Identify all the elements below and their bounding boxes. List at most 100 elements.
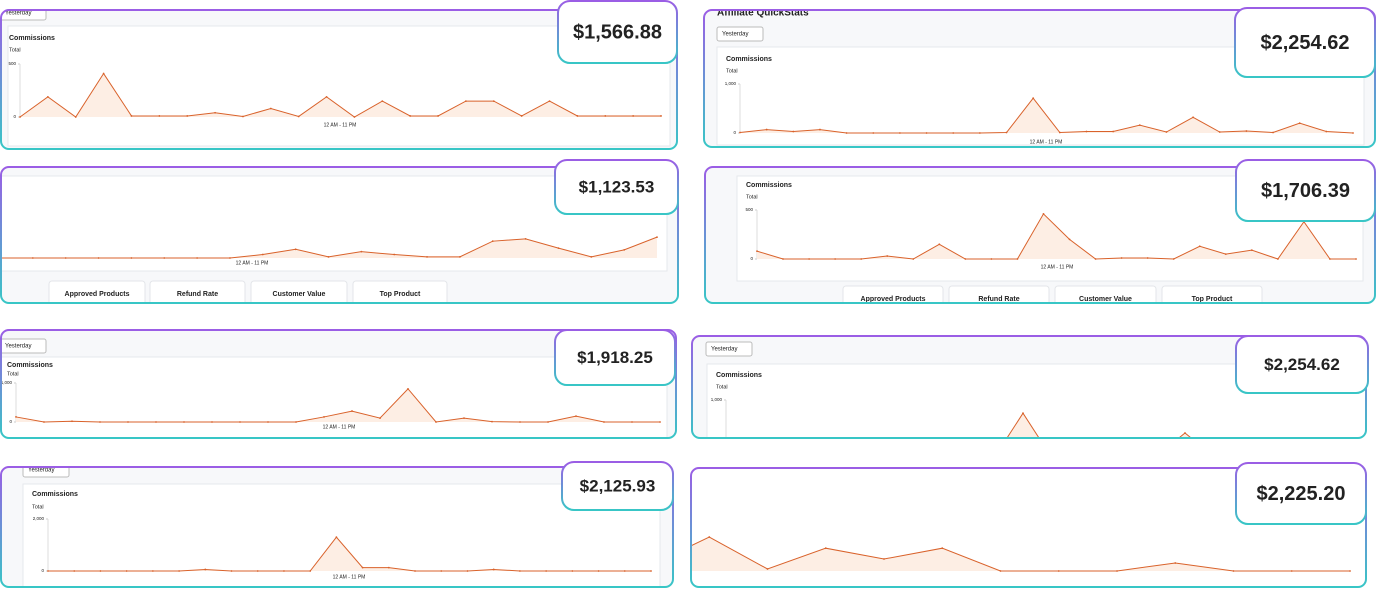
- point: [590, 255, 593, 258]
- point: [1373, 454, 1375, 456]
- panel-frame: [703, 9, 1376, 148]
- point: [463, 417, 465, 419]
- point: [1250, 249, 1253, 252]
- point: [1016, 258, 1019, 260]
- dropdown[interactable]: [22, 463, 70, 478]
- tab[interactable]: [948, 285, 1050, 310]
- point: [656, 236, 658, 239]
- point: [130, 115, 133, 117]
- tab[interactable]: [250, 280, 348, 305]
- tab[interactable]: [149, 280, 246, 305]
- point: [557, 247, 560, 250]
- point: [1112, 130, 1115, 133]
- point: [46, 95, 49, 98]
- point: [575, 415, 577, 418]
- point: [1198, 245, 1201, 248]
- dropdown[interactable]: [0, 338, 47, 354]
- amount: $1,123.53: [579, 177, 655, 196]
- panel-frame: [0, 9, 678, 150]
- point: [437, 115, 439, 117]
- dropdown-label: Yesterday: [722, 32, 748, 38]
- point: [1076, 454, 1078, 456]
- point: [360, 250, 363, 253]
- tab[interactable]: [48, 280, 146, 305]
- point: [806, 454, 808, 456]
- metric-title: Commissions: [726, 56, 772, 63]
- point: [186, 115, 189, 117]
- point: [1022, 412, 1024, 415]
- point: [127, 421, 129, 423]
- point: [351, 410, 353, 412]
- point: [465, 100, 467, 102]
- point: [1319, 454, 1321, 456]
- y-tick-label: 0: [9, 419, 12, 424]
- metric-select: Total: [7, 371, 19, 377]
- point: [952, 132, 955, 134]
- metric-select: Total: [746, 194, 758, 200]
- y-tick-label: 0: [41, 568, 44, 573]
- metric-select: Total: [726, 68, 738, 74]
- point: [295, 421, 297, 423]
- point: [845, 132, 848, 134]
- point: [239, 421, 241, 423]
- point: [102, 72, 105, 75]
- point: [660, 115, 662, 117]
- point: [995, 454, 997, 456]
- y-tick-label: 0: [733, 130, 736, 135]
- dropdown-label: Yesterday: [711, 347, 737, 353]
- x-axis-label: 12 AM - 11 PM: [236, 260, 269, 266]
- point: [1103, 454, 1105, 456]
- tab[interactable]: [352, 280, 448, 305]
- tab[interactable]: [1161, 285, 1263, 310]
- tab-label: Top Product: [380, 291, 421, 298]
- tab[interactable]: [842, 285, 944, 310]
- point: [466, 570, 469, 572]
- point: [151, 570, 154, 572]
- point: [765, 128, 768, 131]
- tab[interactable]: [1054, 285, 1157, 310]
- metric-title: Commissions: [32, 491, 78, 498]
- point: [519, 421, 521, 423]
- point: [196, 257, 199, 259]
- area: [757, 213, 1356, 259]
- dropdown-label: Yesterday: [28, 468, 54, 474]
- dropdown[interactable]: [716, 26, 764, 42]
- point: [808, 258, 810, 260]
- point: [650, 570, 652, 572]
- point: [548, 100, 551, 102]
- point: [834, 258, 837, 260]
- line: [756, 213, 1356, 260]
- point: [1042, 213, 1045, 215]
- amount: $1,706.39: [1261, 180, 1350, 202]
- point: [214, 111, 216, 114]
- point: [1211, 454, 1213, 456]
- point: [440, 570, 443, 572]
- point: [824, 547, 827, 550]
- metric-title: Commissions: [746, 182, 792, 189]
- point: [97, 257, 100, 259]
- x-axis-label: 12 AM - 11 PM: [324, 122, 357, 128]
- y-tick-label: 500: [8, 61, 16, 66]
- point: [267, 421, 269, 423]
- panel-frame: [0, 166, 679, 304]
- amount: $2,254.62: [1264, 355, 1340, 374]
- amount-box: [1235, 462, 1367, 525]
- point: [886, 255, 889, 257]
- point: [379, 417, 381, 419]
- metric-title: Commissions: [716, 372, 762, 379]
- area: [16, 388, 660, 422]
- y-tick-label: 1,000: [1, 380, 13, 385]
- y-tick-label: 1,000: [725, 81, 737, 86]
- point: [256, 570, 259, 572]
- point: [492, 100, 495, 102]
- point: [353, 116, 356, 118]
- dropdown[interactable]: [705, 341, 753, 357]
- dropdown[interactable]: [0, 6, 47, 21]
- point: [1094, 258, 1097, 260]
- point: [99, 421, 101, 423]
- line: [19, 72, 661, 118]
- point: [269, 107, 272, 110]
- point: [407, 387, 409, 390]
- point: [1329, 258, 1331, 260]
- metric-title: Commissions: [9, 35, 55, 42]
